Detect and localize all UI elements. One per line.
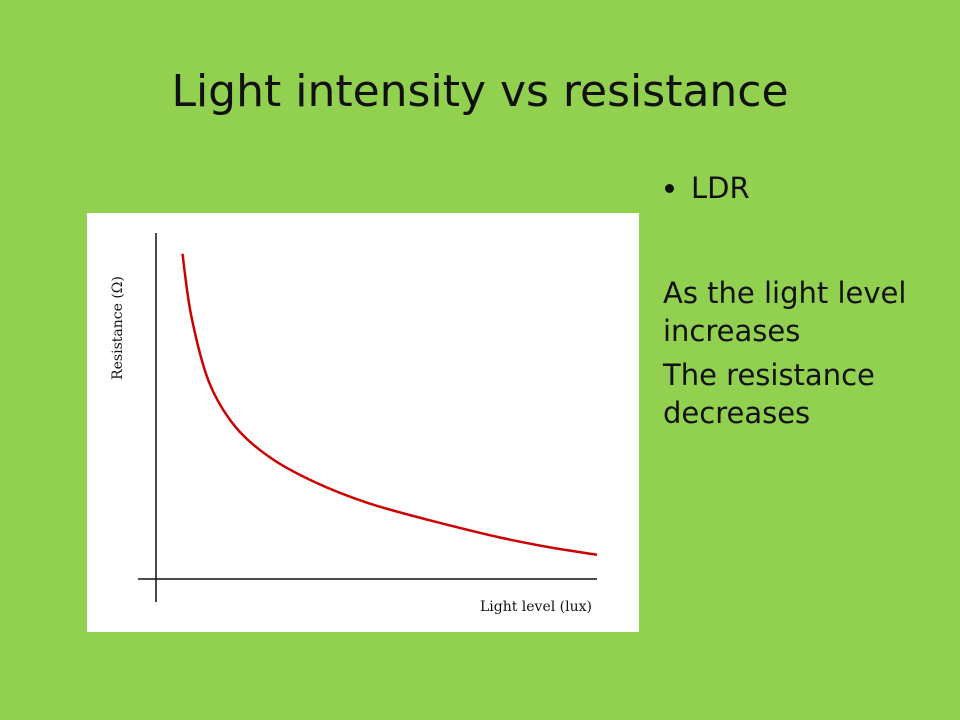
series-line-0 — [181, 253, 598, 557]
x-axis-label: Light level (lux) — [480, 599, 592, 615]
series-layer — [181, 253, 598, 557]
bullet-icon — [665, 183, 674, 193]
chart-panel: Light level (lux) Resistance (Ω) — [87, 213, 639, 632]
resistance-chart: Light level (lux) Resistance (Ω) — [110, 233, 598, 615]
bullet-item-ldr: LDR — [663, 164, 960, 212]
slide-title: Light intensity vs resistance — [171, 66, 789, 117]
text-panel: LDR As the light level increases The res… — [663, 164, 960, 432]
y-axis-label: Resistance (Ω) — [110, 276, 126, 380]
bullet-label: LDR — [691, 171, 750, 205]
paragraph-resistance: The resistance decreases — [663, 358, 875, 430]
paragraph-light-level: As the light level increases — [663, 276, 907, 348]
